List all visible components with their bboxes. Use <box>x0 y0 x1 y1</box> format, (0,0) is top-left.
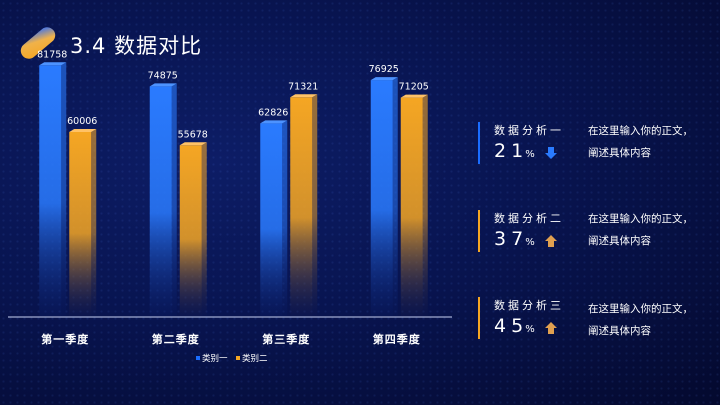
legend-label: 类别二 <box>242 353 268 364</box>
page-title: 3.4 数据对比 <box>70 34 203 58</box>
x-tick-label: 第三季度 <box>262 332 310 346</box>
bar-side-1-2 <box>171 83 177 316</box>
bar-top-1-4 <box>370 77 398 81</box>
bar-1-2 <box>149 86 172 316</box>
stat-card-1: 数据分析一 21% <box>478 122 578 170</box>
arrow-down-icon <box>545 147 557 159</box>
stat-value: 45% <box>494 315 535 337</box>
stat-label: 数据分析一 <box>494 124 564 137</box>
stat-description: 在这里输入你的正文，阐述具体内容 <box>588 303 693 337</box>
stat-card-3: 数据分析三 45% <box>478 297 578 345</box>
bar-2-1 <box>69 131 92 316</box>
bar-top-2-1 <box>69 128 97 132</box>
data-label: 71205 <box>399 82 429 93</box>
bar-2-4 <box>400 97 423 316</box>
stat-label: 数据分析二 <box>494 212 564 225</box>
data-label: 81758 <box>37 49 67 60</box>
data-label: 71321 <box>288 81 318 92</box>
bar-1-4 <box>370 80 393 316</box>
stat-description: 在这里输入你的正文，阐述具体内容 <box>588 125 693 159</box>
x-tick-label: 第四季度 <box>373 332 421 346</box>
data-label: 55678 <box>178 129 208 140</box>
stat-card-2: 数据分析二 37% <box>478 210 578 258</box>
bar-top-2-2 <box>179 142 207 146</box>
bar-2-2 <box>179 145 202 316</box>
stat-label: 数据分析三 <box>494 299 564 312</box>
stat-accent-bar <box>478 122 480 164</box>
bar-chart: 81758 60006 第一季度 74875 55678 第二季度 62826 71321 第三… <box>8 49 452 364</box>
bar-top-2-3 <box>290 94 318 98</box>
stat-value: 21% <box>494 140 535 162</box>
bar-side-2-1 <box>91 128 97 316</box>
stat-accent-bar <box>478 297 480 339</box>
bar-side-1-4 <box>392 77 398 316</box>
bar-side-1-1 <box>61 62 67 316</box>
x-tick-label: 第二季度 <box>152 332 200 346</box>
bar-side-2-4 <box>422 94 428 316</box>
arrow-up-icon <box>545 322 557 334</box>
bar-top-1-3 <box>260 120 288 124</box>
data-label: 62826 <box>258 107 288 118</box>
bar-1-3 <box>260 123 283 316</box>
stat-value: 37% <box>494 228 535 250</box>
data-label: 74875 <box>148 70 178 81</box>
bar-2-3 <box>290 97 313 317</box>
arrow-up-icon <box>545 235 557 247</box>
data-label: 60006 <box>67 116 97 127</box>
legend-swatch <box>196 356 200 360</box>
bar-top-1-2 <box>149 83 177 87</box>
stat-accent-bar <box>478 210 480 252</box>
bar-top-2-4 <box>400 94 428 98</box>
data-label: 76925 <box>369 64 399 75</box>
bar-side-1-3 <box>282 120 288 316</box>
bar-1-1 <box>39 65 62 316</box>
x-tick-label: 第一季度 <box>41 332 89 346</box>
legend-label: 类别一 <box>202 353 228 364</box>
bar-side-2-2 <box>201 142 207 316</box>
bar-top-1-1 <box>39 62 67 66</box>
legend-swatch <box>236 356 240 360</box>
stat-description: 在这里输入你的正文，阐述具体内容 <box>588 213 693 247</box>
bar-side-2-3 <box>312 94 318 317</box>
logo-icon <box>20 27 56 59</box>
